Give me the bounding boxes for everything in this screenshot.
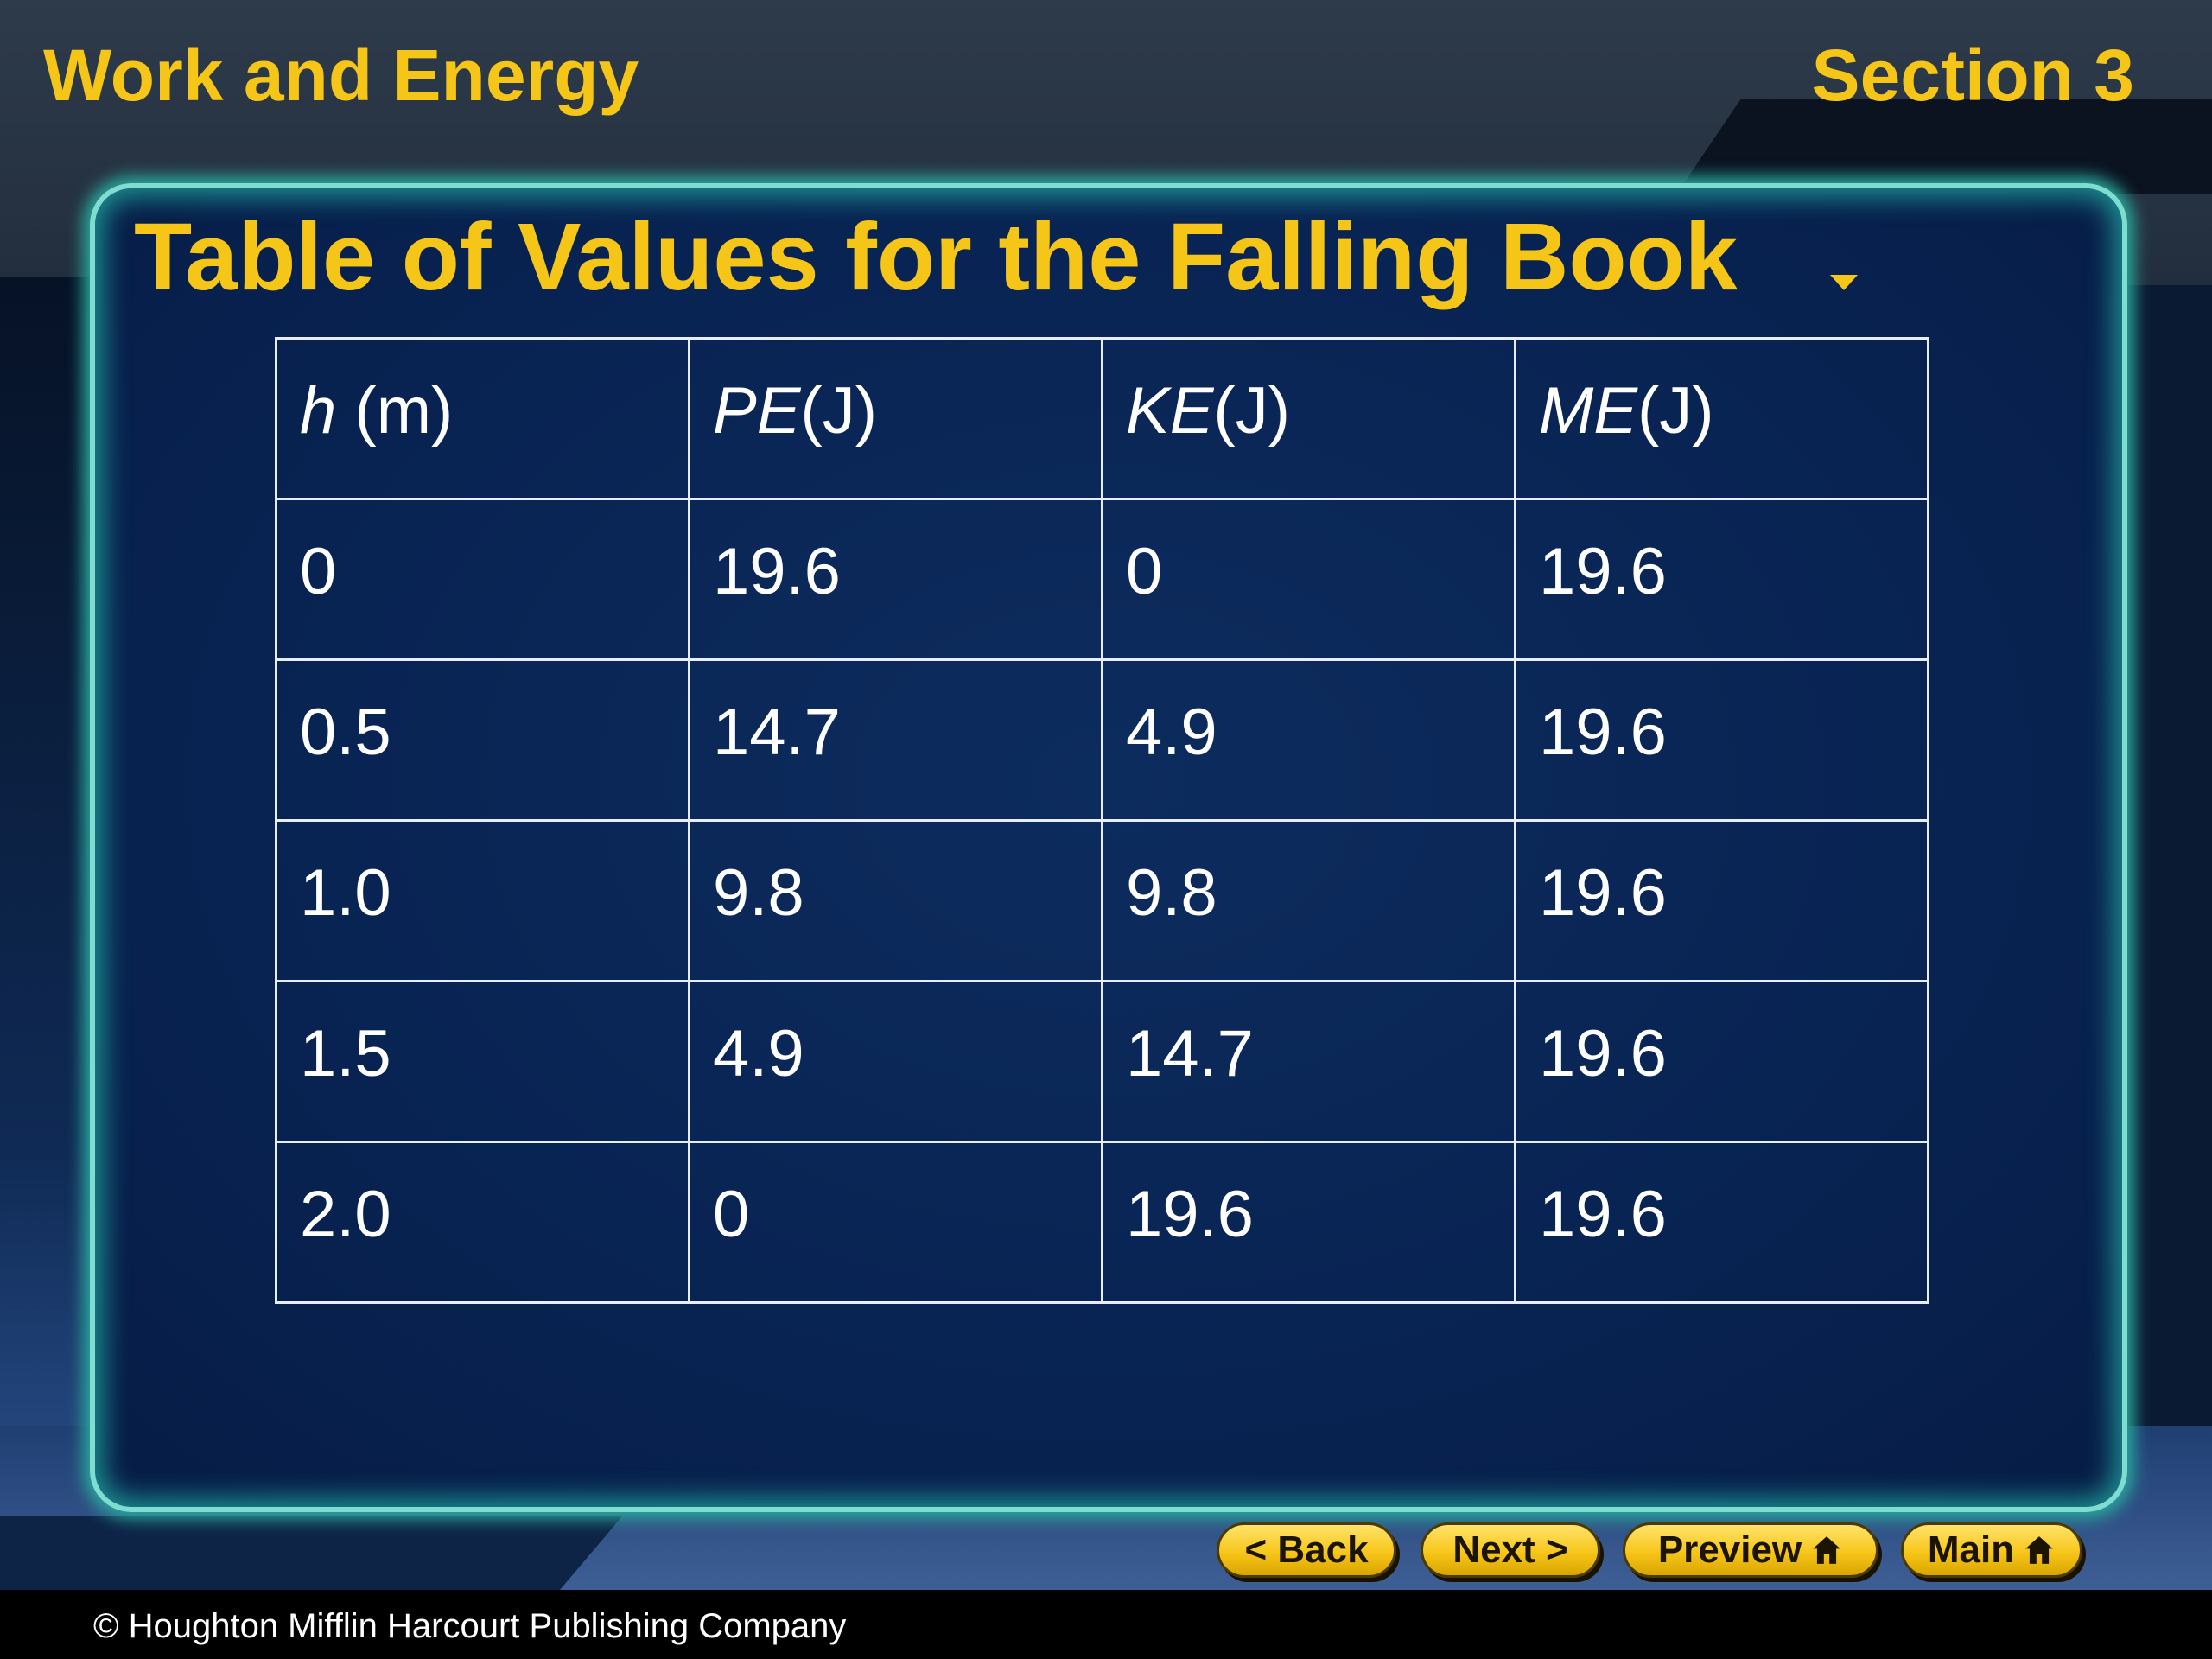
table-cell: 19.6 (688, 498, 1103, 661)
chapter-title: Work and Energy (43, 35, 639, 116)
next-button-label: Next > (1452, 1529, 1568, 1571)
values-table: h (m) PE(J) KE(J) ME(J) 0 19.6 0 19.6 0.… (275, 337, 1929, 1304)
home-icon (2025, 1536, 2053, 1564)
table-row: 1.0 9.8 9.8 19.6 (275, 819, 1929, 982)
back-button-label: < Back (1244, 1529, 1369, 1571)
dropdown-arrow-icon (1830, 275, 1858, 290)
footer-bar (0, 1590, 2212, 1659)
table-row: 0.5 14.7 4.9 19.6 (275, 658, 1929, 822)
table-cell: 14.7 (688, 658, 1103, 822)
header-cell-h: h (m) (275, 337, 690, 500)
table-cell: 9.8 (688, 819, 1103, 982)
header-cell-ke: KE(J) (1101, 337, 1516, 500)
bottom-accent (0, 1516, 622, 1590)
header-unit: (J) (1213, 374, 1291, 448)
table-row: 2.0 0 19.6 19.6 (275, 1141, 1929, 1304)
table-cell: 4.9 (688, 980, 1103, 1143)
copyright-text: © Houghton Mifflin Harcourt Publishing C… (93, 1607, 847, 1645)
table-cell: 9.8 (1101, 819, 1516, 982)
slide-title: Table of Values for the Falling Book (134, 204, 1738, 310)
left-background (0, 276, 104, 1529)
main-button[interactable]: Main (1901, 1522, 2082, 1578)
header-unit: (J) (1637, 374, 1714, 448)
table-row: 0 19.6 0 19.6 (275, 498, 1929, 661)
home-icon (1813, 1536, 1841, 1564)
main-button-label: Main (1927, 1529, 2015, 1571)
table-cell: 19.6 (1514, 658, 1929, 822)
header-unit: (m) (336, 374, 454, 448)
table-cell: 0 (1101, 498, 1516, 661)
table-cell: 1.0 (275, 819, 690, 982)
table-cell: 0 (688, 1141, 1103, 1304)
table-cell: 19.6 (1514, 1141, 1929, 1304)
table-cell: 19.6 (1101, 1141, 1516, 1304)
next-button[interactable]: Next > (1421, 1522, 1600, 1578)
preview-button[interactable]: Preview (1623, 1522, 1878, 1578)
table-cell: 19.6 (1514, 498, 1929, 661)
header-unit: (J) (800, 374, 878, 448)
table-cell: 19.6 (1514, 819, 1929, 982)
section-label: Section 3 (1811, 35, 2134, 116)
table-header-row: h (m) PE(J) KE(J) ME(J) (275, 337, 1929, 500)
table-cell: 19.6 (1514, 980, 1929, 1143)
table-cell: 1.5 (275, 980, 690, 1143)
table-cell: 0 (275, 498, 690, 661)
table-cell: 4.9 (1101, 658, 1516, 822)
table-row: 1.5 4.9 14.7 19.6 (275, 980, 1929, 1143)
table-cell: 14.7 (1101, 980, 1516, 1143)
preview-button-label: Preview (1657, 1529, 1802, 1571)
header-symbol: ME (1539, 374, 1637, 448)
header-cell-pe: PE(J) (688, 337, 1103, 500)
table-cell: 2.0 (275, 1141, 690, 1304)
header-symbol: PE (713, 374, 801, 448)
header-cell-me: ME(J) (1514, 337, 1929, 500)
header-accent (1676, 99, 2212, 194)
table-cell: 0.5 (275, 658, 690, 822)
header-symbol: h (300, 374, 337, 448)
back-button[interactable]: < Back (1217, 1522, 1396, 1578)
header-symbol: KE (1126, 374, 1214, 448)
